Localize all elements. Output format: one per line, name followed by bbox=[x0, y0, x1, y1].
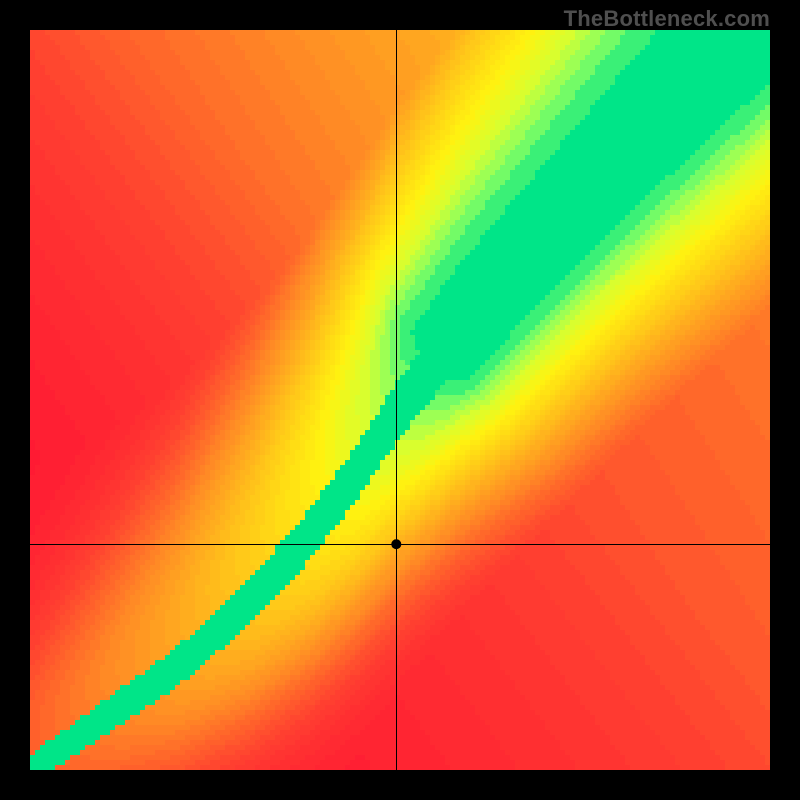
watermark-text: TheBottleneck.com bbox=[564, 6, 770, 31]
heatmap-canvas bbox=[0, 0, 800, 800]
chart-container: TheBottleneck.com bbox=[0, 0, 800, 800]
watermark: TheBottleneck.com bbox=[564, 6, 770, 32]
